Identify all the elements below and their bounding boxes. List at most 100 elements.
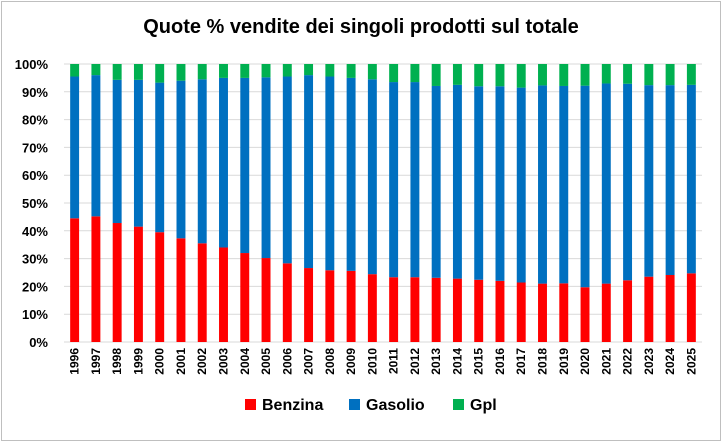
bar-benzina-2023 [644,276,654,342]
bar-gpl-2025 [686,64,696,85]
bar-benzina-2003 [219,247,228,342]
y-tick-label: 80% [22,113,48,128]
y-tick-label: 20% [22,279,48,294]
bar-gasolio-2012 [410,82,420,278]
bar-benzina-2019 [559,283,569,342]
y-tick-label: 0% [29,335,48,350]
bar-benzina-2016 [495,280,505,342]
bar-benzina-1997 [91,216,101,342]
bars [70,64,696,342]
x-tick-label: 2015 [472,348,486,375]
bar-benzina-1998 [112,223,122,342]
bar-gasolio-1999 [133,79,143,227]
bar-benzina-2022 [623,280,633,342]
bar-gasolio-2011 [389,82,399,278]
x-tick-label: 1996 [68,348,82,375]
bar-benzina-2007 [304,268,314,342]
x-tick-label: 2001 [174,348,188,375]
bar-gpl-2011 [389,64,399,83]
bar-benzina-2012 [410,277,420,342]
bar-gpl-2010 [367,64,377,80]
bar-gpl-2003 [219,64,228,78]
x-tick-label: 2016 [493,348,507,375]
bar-gpl-2020 [580,64,590,86]
bar-benzina-2025 [686,273,696,342]
legend-label-benzina: Benzina [262,397,323,414]
bar-gasolio-2003 [219,77,228,248]
bar-gpl-1999 [133,64,143,80]
bar-benzina-2020 [580,287,590,342]
x-tick-label: 2005 [259,348,273,375]
bar-gpl-2002 [197,64,207,80]
x-tick-label: 2023 [642,348,656,375]
y-tick-label: 70% [22,140,48,155]
bar-gasolio-2006 [282,76,292,264]
y-tick-label: 40% [22,224,48,239]
x-tick-label: 2012 [408,348,422,375]
x-tick-label: 2002 [195,348,209,375]
bar-gpl-1997 [91,64,101,76]
bar-gpl-2021 [601,64,611,84]
y-tick-label: 100% [15,57,49,72]
x-tick-label: 2025 [684,348,698,375]
x-tick-label: 2004 [238,348,252,375]
bar-benzina-2000 [155,232,165,342]
bar-benzina-2017 [516,282,526,342]
bar-gpl-2018 [538,64,547,86]
bar-gasolio-1997 [91,75,101,217]
bar-gpl-2013 [431,64,441,86]
y-tick-label: 90% [22,85,48,100]
x-tick-label: 2003 [217,348,231,375]
bar-benzina-2006 [282,263,292,342]
bar-gasolio-2009 [346,77,356,271]
chart-title: Quote % vendite dei singoli prodotti sul… [143,16,579,38]
bar-benzina-2004 [240,253,250,342]
y-axis-ticks: 0% 10% 20% 30% 40% 50% 60% 70% 80% 90% 100% [15,57,49,350]
bar-gasolio-2013 [431,85,441,278]
bar-gpl-2004 [240,64,250,78]
bar-gpl-2019 [559,64,569,86]
bar-gasolio-2008 [325,76,335,271]
bar-benzina-2005 [261,258,271,342]
x-tick-label: 2010 [365,348,379,375]
bar-gasolio-1998 [112,79,122,224]
legend-label-gasolio: Gasolio [366,397,425,414]
x-tick-label: 2024 [663,348,677,375]
bar-benzina-2011 [389,277,399,342]
bar-gasolio-2025 [686,84,696,274]
x-tick-label: 1998 [110,348,124,375]
bar-gasolio-2023 [644,85,654,277]
bar-gasolio-2004 [240,77,250,254]
y-tick-label: 10% [22,307,48,322]
bar-gasolio-2021 [601,83,611,284]
x-tick-label: 2021 [599,348,613,375]
bar-gpl-2016 [495,64,505,87]
bar-gpl-2014 [452,64,462,85]
bar-gpl-2009 [346,64,356,78]
bar-gpl-2015 [474,64,484,87]
bar-gpl-2023 [644,64,654,86]
bar-gpl-2012 [410,64,420,83]
bar-gasolio-1996 [70,76,80,219]
legend-swatch-gpl [453,399,464,410]
x-tick-label: 2022 [621,348,635,375]
x-tick-label: 2019 [557,348,571,375]
bar-gasolio-2001 [176,80,186,239]
x-axis-ticks: 1996 1997 1998 1999 2000 2001 2002 2003 2004 2005… [68,348,699,375]
x-tick-label: 1997 [89,348,103,375]
bar-gasolio-2024 [665,85,675,276]
bar-gpl-2007 [304,64,314,76]
bar-gasolio-2000 [155,82,165,233]
bar-benzina-2009 [346,270,356,342]
bar-benzina-1999 [133,226,143,342]
x-tick-label: 1999 [131,348,145,375]
bar-benzina-2010 [367,274,377,342]
bar-benzina-2001 [176,238,186,342]
bar-gpl-2005 [261,64,271,78]
bar-benzina-2021 [601,283,611,342]
bar-gasolio-2007 [304,75,314,269]
x-tick-label: 2013 [429,348,443,375]
bar-gasolio-2002 [197,79,207,244]
bar-gpl-2001 [176,64,186,81]
